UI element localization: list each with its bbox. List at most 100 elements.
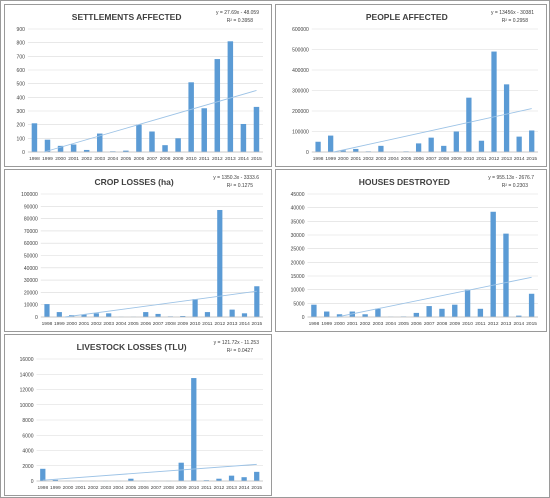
- x-tick-label: 2002: [88, 485, 99, 491]
- bar-2011: [477, 308, 484, 317]
- y-tick-label: 500: [17, 82, 26, 88]
- x-tick-label: 2005: [128, 321, 139, 327]
- bar-2009: [180, 316, 186, 317]
- x-tick-label: 2004: [107, 156, 118, 162]
- y-tick-label: 300: [17, 109, 26, 115]
- x-tick-label: 2007: [147, 156, 158, 162]
- y-tick-label: 0: [306, 150, 309, 156]
- crop-losses-chart: CROP LOSSES (ha) y = 1350.3x - 3333.6 R² =…: [4, 169, 272, 332]
- people-affected-chart: PEOPLE AFFECTED y = 13456x - 30381 R² = 0.…: [275, 4, 547, 167]
- bar-2012: [216, 478, 222, 481]
- livestock-losses-chart: LIVESTOCK LOSSES (TLU) y = 121.72x - 11.2…: [4, 334, 272, 496]
- x-tick-label: 2005: [121, 156, 132, 162]
- bar-2013: [229, 309, 235, 317]
- bar-2014: [516, 136, 522, 152]
- bar-2010: [188, 82, 194, 152]
- x-tick-label: 2000: [63, 485, 74, 491]
- bar-2014: [241, 477, 247, 481]
- x-tick-label: 1998: [309, 321, 320, 327]
- chart-title: CROP LOSSES (ha): [95, 177, 174, 187]
- x-tick-label: 1999: [54, 321, 65, 327]
- trendline-r-squared: R² = 0.3958: [227, 18, 253, 24]
- bar-2009: [175, 138, 181, 152]
- x-tick-label: 2011: [475, 321, 486, 327]
- x-tick-label: 2003: [376, 156, 387, 162]
- x-tick-label: 1999: [50, 485, 61, 491]
- bar-2015: [528, 293, 535, 317]
- x-tick-label: 2013: [225, 156, 236, 162]
- y-tick-label: 600000: [292, 27, 309, 33]
- bar-1999: [324, 311, 330, 317]
- chart-svg: SETTLEMENTS AFFECTED y = 27.69x - 48.059 R…: [17, 10, 263, 162]
- y-tick-label: 10000: [20, 403, 34, 409]
- trendline-r-squared: R² = 0.2958: [502, 18, 528, 24]
- bar-2003: [96, 133, 103, 152]
- x-tick-label: 2013: [227, 321, 238, 327]
- x-tick-label: 1998: [313, 156, 324, 162]
- bar-2002: [362, 314, 368, 317]
- bar-2008: [441, 145, 447, 152]
- y-tick-label: 100000: [292, 130, 309, 136]
- y-tick-label: 0: [302, 315, 305, 321]
- houses-destroyed-chart: HOUSES DESTROYED y = 955.13x - 2676.7 R² =…: [275, 169, 547, 332]
- bar-2009: [453, 131, 459, 152]
- bar-2003: [106, 313, 112, 317]
- x-tick-label: 2003: [100, 485, 111, 491]
- bar-2012: [217, 209, 223, 317]
- x-tick-label: 2005: [401, 156, 412, 162]
- trendline-equation: y = 1350.3x - 3333.6: [213, 175, 259, 181]
- x-tick-label: 2008: [438, 156, 449, 162]
- x-tick-label: 2012: [214, 321, 225, 327]
- x-tick-label: 2011: [199, 156, 210, 162]
- y-tick-label: 600: [17, 68, 26, 74]
- bar-1998: [315, 141, 321, 152]
- x-tick-label: 1998: [29, 156, 40, 162]
- x-tick-label: 2001: [79, 321, 90, 327]
- y-tick-label: 10000: [24, 303, 38, 309]
- trendline: [65, 290, 257, 318]
- x-tick-label: 2008: [437, 321, 448, 327]
- x-tick-label: 2006: [411, 321, 422, 327]
- x-tick-label: 2006: [140, 321, 151, 327]
- trendline-equation: y = 955.13x - 2676.7: [488, 175, 534, 181]
- x-tick-label: 2014: [513, 321, 524, 327]
- y-tick-label: 0: [35, 315, 38, 321]
- y-tick-label: 90000: [24, 204, 38, 210]
- y-tick-label: 35000: [291, 219, 305, 225]
- x-tick-label: 2012: [489, 156, 500, 162]
- x-tick-label: 2009: [449, 321, 460, 327]
- bar-2012: [491, 51, 497, 152]
- x-tick-label: 2015: [251, 485, 262, 491]
- bar-2003: [375, 308, 381, 317]
- trendline-equation: y = 121.72x - 11.253: [214, 340, 260, 346]
- x-tick-label: 2014: [239, 321, 250, 327]
- trendline: [42, 463, 257, 481]
- y-tick-label: 6000: [22, 433, 33, 439]
- chart-title: LIVESTOCK LOSSES (TLU): [77, 342, 187, 352]
- x-tick-label: 2014: [514, 156, 525, 162]
- x-tick-label: 2004: [388, 156, 399, 162]
- bar-1998: [44, 304, 50, 317]
- trendline: [333, 108, 532, 153]
- x-tick-label: 2009: [173, 156, 184, 162]
- x-tick-label: 2000: [334, 321, 345, 327]
- chart-svg: CROP LOSSES (ha) y = 1350.3x - 3333.6 R² =…: [21, 175, 263, 327]
- x-tick-label: 2015: [526, 321, 537, 327]
- x-tick-label: 2000: [66, 321, 77, 327]
- bar-2000: [336, 314, 343, 317]
- chart-svg: HOUSES DESTROYED y = 955.13x - 2676.7 R² =…: [291, 175, 538, 327]
- y-tick-label: 4000: [22, 449, 33, 455]
- x-tick-label: 2006: [413, 156, 424, 162]
- bar-2008: [439, 308, 445, 317]
- x-tick-label: 2005: [126, 485, 137, 491]
- bar-1999: [44, 139, 51, 152]
- bar-2005: [128, 478, 134, 481]
- y-tick-label: 70000: [24, 229, 38, 235]
- x-tick-label: 2006: [134, 156, 145, 162]
- y-tick-label: 300000: [292, 89, 309, 95]
- bar-2012: [214, 59, 221, 152]
- x-tick-label: 1999: [321, 321, 332, 327]
- x-tick-label: 2012: [212, 156, 223, 162]
- trendline-r-squared: R² = 0.2303: [502, 183, 528, 189]
